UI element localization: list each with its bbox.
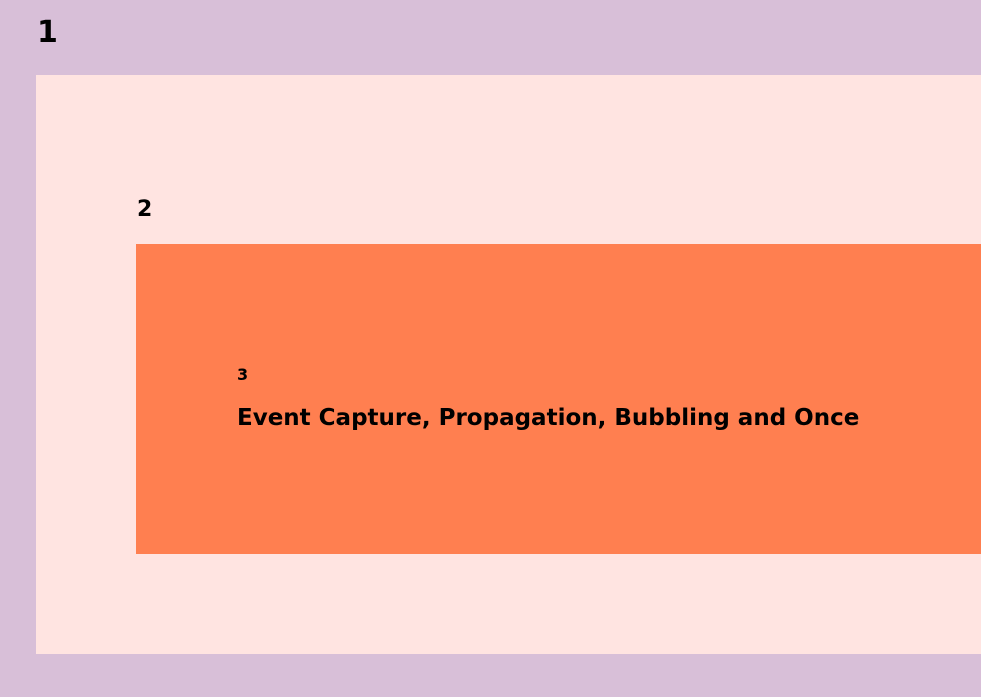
inner-box[interactable]: 3 Event Capture, Propagation, Bubbling a… xyxy=(136,244,981,554)
middle-label: 2 xyxy=(137,197,153,222)
middle-box[interactable]: 2 3 Event Capture, Propagation, Bubbling… xyxy=(36,75,981,654)
outer-label: 1 xyxy=(37,15,58,50)
inner-label: 3 xyxy=(237,365,249,384)
page-title: Event Capture, Propagation, Bubbling and… xyxy=(237,405,860,431)
